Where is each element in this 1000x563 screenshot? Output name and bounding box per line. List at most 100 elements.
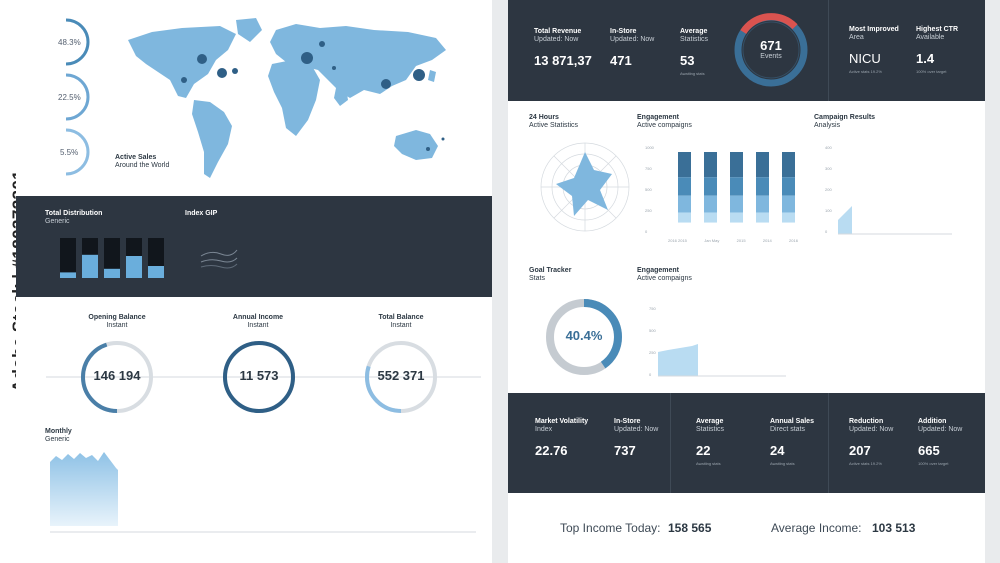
average-income-label: Average Income: <box>771 521 862 535</box>
campaign-title: Campaign Results <box>814 114 876 121</box>
bottom-stat-block: Average Statistics 22 Awaiting stats <box>696 418 724 466</box>
highest-ctr-note: 100% over target <box>916 69 947 74</box>
top-stats-band: Total Revenue Updated: Now 13 871,37 In-… <box>508 0 985 101</box>
opening-balance-title: Opening Balance <box>88 314 146 321</box>
hours-title: 24 Hours <box>529 114 559 121</box>
engagement1-ytick: 750 <box>645 166 652 171</box>
average-title: Average <box>680 28 708 35</box>
engagement1-xtick: 2014 <box>762 238 772 243</box>
annual-income-value: 11 573 <box>239 368 279 383</box>
bottom-stat-value: 22.76 <box>535 443 568 458</box>
bottom-stat-subtitle: Updated: Now <box>614 426 659 433</box>
bottom-stat-value: 737 <box>614 443 636 458</box>
opening-balance-header: Opening Balance Instant <box>70 314 164 330</box>
balance-ring-fill <box>365 341 437 413</box>
bottom-stat-block: Market Volatility Index 22.76 <box>535 418 588 461</box>
engagement1-bar-segment <box>730 195 743 213</box>
engagement1-xtick: 2016 <box>789 238 798 243</box>
distribution-bar-bg <box>104 238 120 278</box>
engagement2-ytick: 500 <box>649 328 656 333</box>
bottom-stat-title: Addition <box>918 418 947 425</box>
engagement2-area-chart <box>658 344 786 377</box>
campaign-area-chart <box>838 206 952 235</box>
engagement1-bar-segment <box>678 195 691 213</box>
monthly-subtitle: Generic <box>45 436 70 443</box>
engagement1-bar-segment <box>782 195 795 213</box>
most-improved-note: Active stats 19.2% <box>849 69 882 74</box>
average-value: 53 <box>680 53 695 68</box>
engagement1-bar-segment <box>730 152 743 178</box>
highest-ctr-subtitle: Available <box>916 34 945 41</box>
engagement1-title: Engagement <box>637 114 680 121</box>
bottom-band-divider-2 <box>828 393 829 493</box>
distribution-bar <box>60 272 76 278</box>
distribution-bar <box>148 266 164 278</box>
left-panel: 48.3% 22.5% 5.5% Active Sales Ar <box>16 0 492 563</box>
engagement1-bar-segment <box>782 177 795 196</box>
active-sales-title: Active Sales <box>115 154 157 161</box>
bottom-stat-note: 100% over target <box>918 461 949 466</box>
campaign-ytick: 300 <box>825 166 832 171</box>
total-balance-ring <box>365 341 437 413</box>
distribution-bar-bg <box>60 238 76 278</box>
goal-title: Goal Tracker <box>529 267 572 274</box>
bottom-stat-title: Annual Sales <box>770 418 814 425</box>
most-improved-title: Most Improved <box>849 26 899 33</box>
total-revenue-title: Total Revenue <box>534 28 582 35</box>
bottom-stat-title: In-Store <box>614 418 641 425</box>
total-balance-subtitle: Instant <box>390 322 412 329</box>
bottom-stat-subtitle: Index <box>535 426 553 433</box>
engagement2-ytick: 250 <box>649 350 656 355</box>
index-gip-chart <box>200 249 238 269</box>
bottom-stat-subtitle: Updated: Now <box>918 426 963 433</box>
total-revenue-value: 13 871,37 <box>534 53 592 68</box>
hours-subtitle: Active Statistics <box>529 122 579 129</box>
engagement1-bar-segment <box>756 152 769 178</box>
bottom-stat-block: In-Store Updated: Now 737 <box>614 418 658 461</box>
bottom-stat-note: Awaiting stats <box>770 461 795 466</box>
goal-donut <box>546 299 622 375</box>
instore-block: In-Store Updated: Now 471 <box>610 28 654 68</box>
average-block: Average Statistics 53 Awaiting stats <box>680 28 708 76</box>
engagement1-xtick: 2015 <box>736 238 746 243</box>
engagement1-bar-segment <box>704 195 717 213</box>
engagement1-ytick: 500 <box>645 187 652 192</box>
bottom-stat-subtitle: Direct stats <box>770 426 806 433</box>
bottom-stat-title: Average <box>696 418 724 425</box>
engagement1-bar-segment <box>730 177 743 196</box>
right-panel: Total Revenue Updated: Now 13 871,37 In-… <box>508 0 985 563</box>
bottom-stat-subtitle: Statistics <box>696 426 725 433</box>
bottom-stat-value: 665 <box>918 443 940 458</box>
engagement1-bar-segment <box>756 177 769 196</box>
engagement1-bar-segment <box>756 195 769 213</box>
campaign-subtitle: Analysis <box>814 122 841 129</box>
bottom-stat-title: Reduction <box>849 418 884 425</box>
engagement1-bar-segment <box>756 212 769 223</box>
annual-income-ring <box>223 341 295 413</box>
engagement1-bar-segment <box>678 212 691 223</box>
top-income-value: 158 565 <box>668 521 712 535</box>
balance-ring-fill <box>81 341 153 413</box>
goal-value: 40.4% <box>565 328 603 343</box>
bottom-band-divider-1 <box>670 393 671 493</box>
events-center: 671 Events <box>733 38 809 61</box>
bottom-stat-title: Market Volatility <box>535 418 589 425</box>
bottom-stat-value: 24 <box>770 443 785 458</box>
engagement2-ytick: 750 <box>649 306 656 311</box>
campaign-ytick: 400 <box>825 145 832 150</box>
engagement1-ytick: 0 <box>645 229 648 234</box>
events-value: 671 <box>760 38 782 53</box>
average-subtitle: Statistics <box>680 36 709 43</box>
most-improved-value: NICU <box>849 51 881 66</box>
engagement1-bar-segment <box>678 152 691 178</box>
sales-pct-1: 48.3% <box>58 38 81 47</box>
most-improved-block: Most Improved Area NICU Active stats 19.… <box>849 26 899 74</box>
goal-subtitle: Stats <box>529 275 545 282</box>
total-balance-title: Total Balance <box>378 314 424 321</box>
top-band-divider <box>828 0 829 101</box>
annual-income-header: Annual Income Instant <box>211 314 305 330</box>
engagement1-xtick: Jan May <box>704 238 720 243</box>
engagement1-bar-segment <box>704 177 717 196</box>
engagement1-subtitle: Active compaigns <box>637 122 692 129</box>
bottom-stat-note: Awaiting stats <box>696 461 721 466</box>
